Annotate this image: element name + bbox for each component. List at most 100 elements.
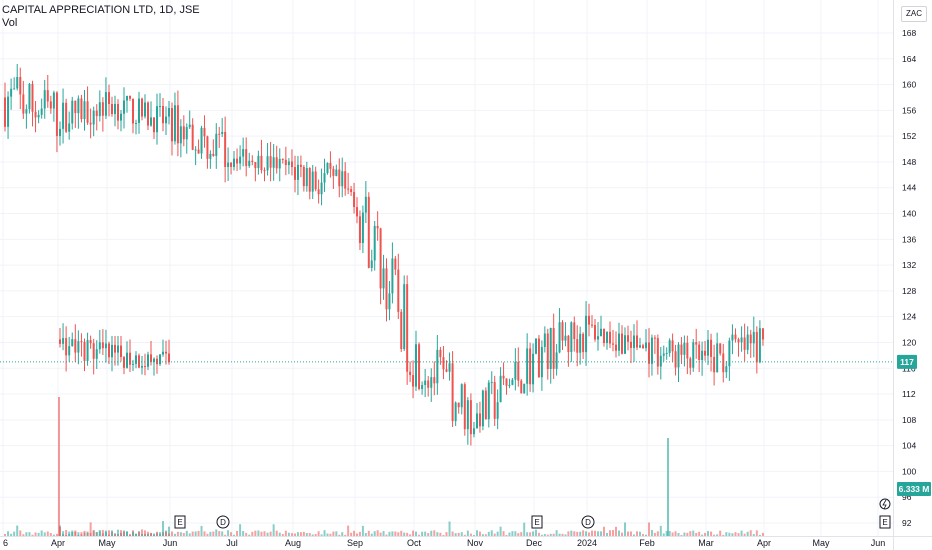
x-tick-label: Mar	[698, 538, 714, 548]
volume-bar	[493, 533, 496, 536]
candle-body	[31, 83, 34, 112]
candle-body	[367, 196, 370, 268]
candle-body	[80, 98, 83, 120]
volume-bar	[576, 531, 579, 536]
candle-body	[627, 335, 629, 342]
volume-bar	[191, 531, 194, 536]
x-tick-label: Apr	[51, 538, 65, 548]
candle-body	[34, 111, 37, 118]
time-axis[interactable]: 6 Apr May Jun Jul Aug Sep Oct Nov Dec 2024 Feb Mar Ap…	[3, 538, 885, 548]
candle-body	[242, 149, 245, 157]
volume-bar	[86, 532, 89, 536]
volume-bar	[490, 530, 493, 536]
candle-body	[43, 90, 46, 109]
volume-badge	[897, 482, 931, 496]
candle-body	[353, 192, 356, 208]
currency-button[interactable]: ZAC	[901, 6, 927, 22]
candle-body	[505, 378, 508, 386]
candle-body	[633, 335, 635, 348]
candle-body	[558, 322, 561, 353]
candle-body	[141, 98, 143, 117]
candle-body	[92, 110, 95, 125]
volume-label[interactable]: Vol	[2, 17, 18, 29]
candle-body	[7, 96, 10, 127]
candle-body	[275, 157, 278, 169]
x-tick-label: May	[98, 538, 116, 548]
candle-body	[308, 168, 311, 192]
candle-body	[707, 339, 709, 356]
candle-body	[496, 402, 499, 419]
candle-body	[179, 126, 182, 144]
volume-bar	[13, 531, 16, 536]
volume-bar	[92, 530, 95, 536]
candle-body	[147, 102, 149, 126]
volume-bar	[680, 534, 683, 536]
candle-body	[668, 340, 671, 353]
candle-body	[412, 375, 415, 387]
candle-body	[716, 343, 719, 373]
candle-body	[439, 349, 442, 358]
candle-body	[490, 382, 493, 384]
event-marker-label: D	[220, 518, 226, 527]
volume-bar	[89, 522, 92, 536]
candle-body	[22, 94, 25, 114]
symbol-title[interactable]: CAPITAL APPRECIATION LTD, 1D, JSE	[2, 4, 200, 16]
candle-body	[376, 225, 379, 229]
candle-body	[478, 413, 481, 427]
candle-body	[188, 124, 191, 128]
candle-body	[332, 168, 335, 176]
volume-bar	[117, 529, 119, 536]
candle-body	[55, 92, 58, 137]
price-axis[interactable]: 9296100104108112116120124128132136140144…	[902, 28, 916, 528]
y-tick-label: 124	[902, 312, 916, 322]
lightning-icon-glyph	[882, 499, 887, 510]
candle-body	[209, 153, 212, 159]
candle-body	[126, 352, 128, 368]
volume-bar	[618, 530, 620, 536]
volume-bar	[761, 532, 764, 536]
volume-bar	[481, 534, 484, 536]
candle-body	[77, 341, 80, 353]
candle-body	[71, 339, 74, 347]
candle-body	[648, 342, 650, 364]
candle-body	[585, 315, 588, 353]
volume-bar	[656, 531, 659, 536]
event-marker-label: E	[882, 518, 887, 527]
candle-body	[111, 344, 113, 358]
candle-body	[40, 108, 43, 115]
volume-bar	[549, 533, 552, 536]
candle-body	[442, 357, 445, 370]
volume-bar	[546, 534, 549, 536]
candle-body	[713, 356, 716, 373]
candle-body	[108, 92, 110, 104]
volume-spike	[667, 438, 669, 536]
volume-bar	[391, 531, 394, 536]
volume-bar	[725, 532, 728, 536]
volume-bar	[421, 531, 424, 536]
candle-body	[165, 116, 167, 124]
volume-bar	[683, 532, 686, 536]
candle-body	[457, 402, 460, 408]
volume-bar	[197, 530, 200, 536]
candle-body	[761, 328, 764, 340]
candle-body	[182, 126, 185, 140]
volume-bar	[627, 531, 629, 536]
candle-body	[95, 349, 98, 359]
volume-bar	[540, 534, 543, 536]
candle-body	[701, 350, 704, 360]
candle-body	[466, 400, 469, 430]
candle-body	[734, 334, 737, 340]
candle-body	[484, 390, 487, 420]
volume-bar	[665, 531, 668, 536]
volume-bar	[535, 529, 537, 536]
volume-bar	[46, 531, 49, 536]
candle-body	[347, 188, 350, 190]
volume-bar	[203, 531, 206, 536]
candle-body	[579, 333, 582, 353]
candle-body	[230, 162, 233, 167]
volume-bar	[200, 525, 203, 536]
candle-body	[272, 157, 275, 168]
lightning-icon	[879, 498, 891, 510]
volume-bar	[689, 531, 692, 536]
